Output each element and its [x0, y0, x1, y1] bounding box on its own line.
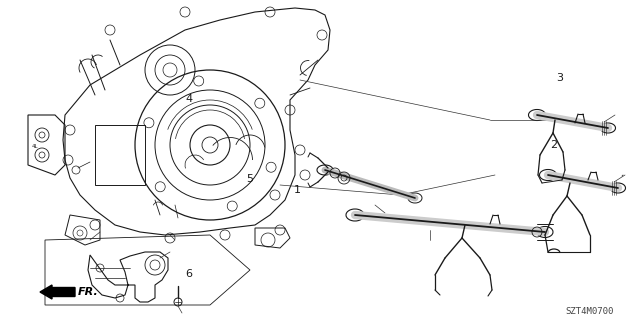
Text: 3: 3	[557, 73, 563, 83]
Text: 6: 6	[186, 269, 192, 279]
Text: 5: 5	[246, 174, 253, 184]
Text: 1: 1	[294, 185, 301, 195]
Text: FR.: FR.	[78, 287, 99, 297]
FancyArrow shape	[40, 285, 75, 299]
Text: 2: 2	[550, 140, 557, 150]
Text: 4: 4	[185, 94, 193, 104]
Text: SZT4M0700: SZT4M0700	[566, 308, 614, 316]
Text: 4L: 4L	[32, 144, 38, 149]
